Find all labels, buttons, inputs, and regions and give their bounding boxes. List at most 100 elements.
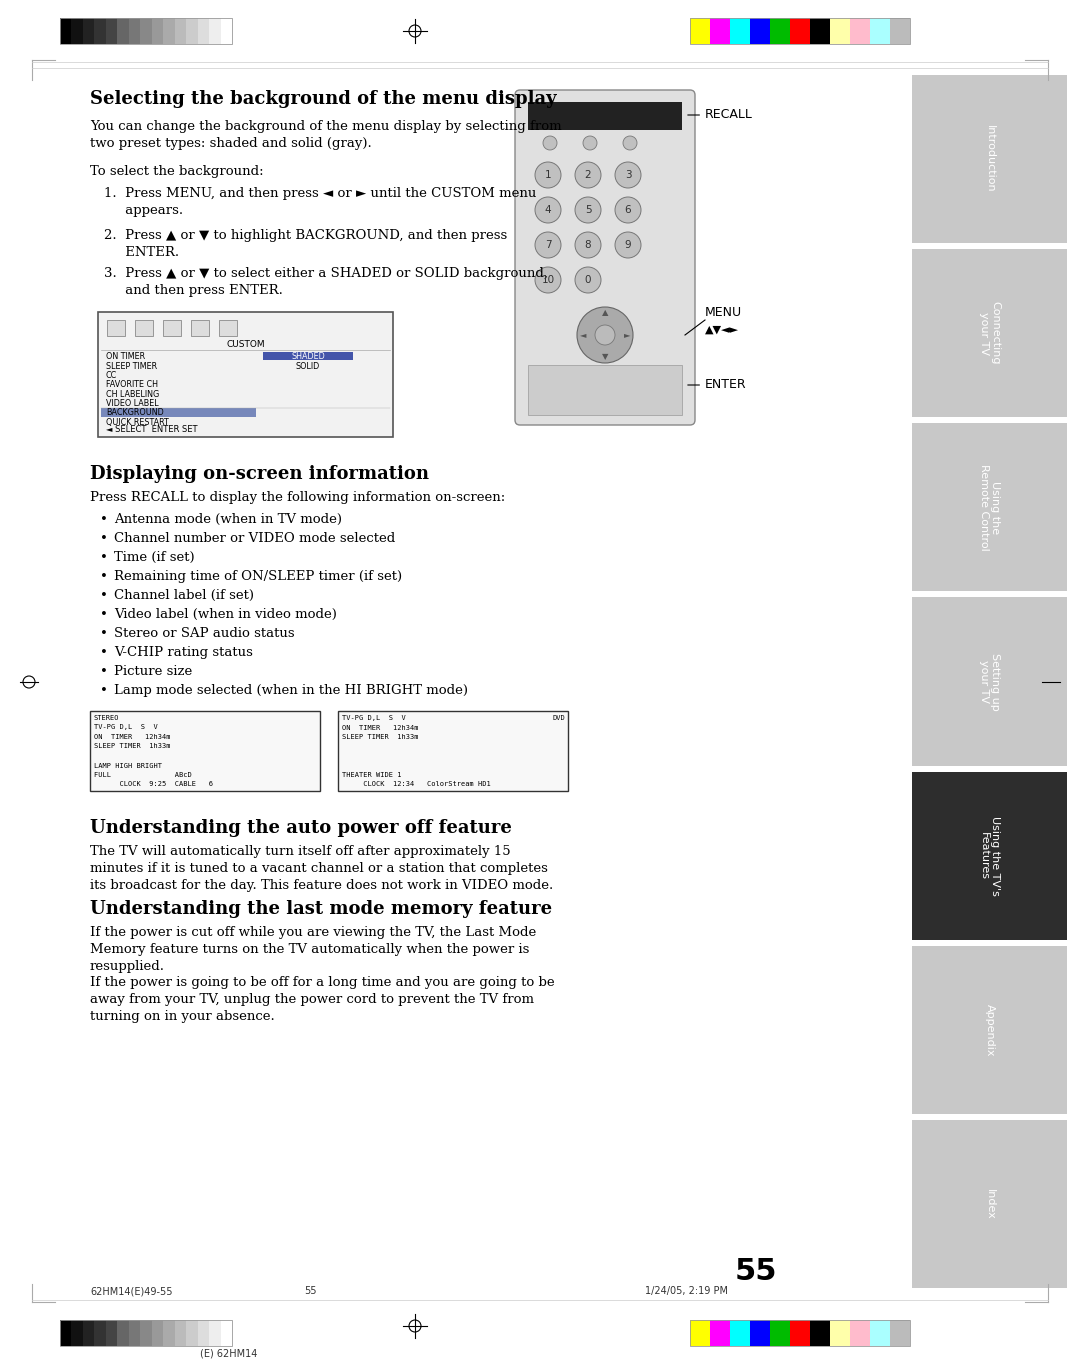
Text: Video label (when in video mode): Video label (when in video mode) <box>114 608 337 621</box>
Bar <box>750 18 770 44</box>
Bar <box>191 321 210 336</box>
Bar <box>220 1320 232 1346</box>
Text: 5: 5 <box>584 205 592 216</box>
Bar <box>198 1320 210 1346</box>
Bar <box>810 18 831 44</box>
Text: ▲▼◄►: ▲▼◄► <box>705 325 739 336</box>
Text: Time (if set): Time (if set) <box>114 551 194 563</box>
Text: 1: 1 <box>544 170 551 180</box>
Text: 3: 3 <box>624 170 632 180</box>
Bar <box>850 1320 870 1346</box>
Text: 0: 0 <box>584 276 591 285</box>
Circle shape <box>583 136 597 150</box>
Circle shape <box>535 267 561 293</box>
Bar <box>118 18 129 44</box>
Text: Using the TV's
Features: Using the TV's Features <box>978 816 1000 896</box>
Bar <box>338 711 568 791</box>
Text: 55: 55 <box>734 1258 778 1286</box>
Text: The TV will automatically turn itself off after approximately 15
minutes if it i: The TV will automatically turn itself of… <box>90 846 553 892</box>
Bar <box>789 18 810 44</box>
Bar <box>890 18 910 44</box>
Text: ►: ► <box>624 330 631 340</box>
Bar <box>135 321 153 336</box>
Text: ▲: ▲ <box>602 308 608 318</box>
Bar <box>83 18 94 44</box>
Text: CUSTOM: CUSTOM <box>226 340 265 349</box>
Text: •: • <box>100 608 108 621</box>
Circle shape <box>615 196 642 222</box>
Text: 10: 10 <box>541 276 554 285</box>
Bar <box>163 18 175 44</box>
Bar <box>912 945 1067 1114</box>
Text: •: • <box>100 551 108 563</box>
Text: •: • <box>100 627 108 640</box>
Text: •: • <box>100 513 108 527</box>
Bar <box>90 711 320 791</box>
Bar <box>210 1320 220 1346</box>
Text: ◄: ◄ <box>580 330 586 340</box>
Bar <box>528 366 681 415</box>
Bar <box>912 1120 1067 1288</box>
Bar <box>107 321 125 336</box>
Bar <box>831 18 850 44</box>
Text: Understanding the last mode memory feature: Understanding the last mode memory featu… <box>90 900 552 918</box>
Bar <box>219 321 237 336</box>
Bar <box>83 1320 94 1346</box>
Bar <box>106 1320 118 1346</box>
Bar <box>912 75 1067 243</box>
Bar <box>870 1320 890 1346</box>
Text: If the power is going to be off for a long time and you are going to be
away fro: If the power is going to be off for a lo… <box>90 977 555 1023</box>
Bar <box>151 18 163 44</box>
Circle shape <box>575 267 600 293</box>
Text: •: • <box>100 647 108 659</box>
Text: •: • <box>100 683 108 697</box>
Text: If the power is cut off while you are viewing the TV, the Last Mode
Memory featu: If the power is cut off while you are vi… <box>90 926 537 973</box>
Text: ON  TIMER   12h34m: ON TIMER 12h34m <box>94 734 171 741</box>
Bar <box>870 18 890 44</box>
Text: Remaining time of ON/SLEEP timer (if set): Remaining time of ON/SLEEP timer (if set… <box>114 570 402 582</box>
Bar <box>106 18 118 44</box>
Circle shape <box>575 162 600 188</box>
Bar <box>770 1320 789 1346</box>
Circle shape <box>615 232 642 258</box>
Bar <box>129 1320 140 1346</box>
Bar <box>690 18 710 44</box>
Text: Appendix: Appendix <box>985 1004 995 1056</box>
Text: SLEEP TIMER: SLEEP TIMER <box>106 361 157 371</box>
Text: FULL               ABcD: FULL ABcD <box>94 772 192 777</box>
Text: 1/24/05, 2:19 PM: 1/24/05, 2:19 PM <box>645 1286 728 1296</box>
Text: FAVORITE CH: FAVORITE CH <box>106 381 158 389</box>
Bar <box>94 1320 106 1346</box>
Bar <box>810 1320 831 1346</box>
Text: Index: Index <box>985 1188 995 1219</box>
Text: Using the
Remote Control: Using the Remote Control <box>978 464 1000 551</box>
Text: STEREO: STEREO <box>94 715 120 722</box>
Bar <box>750 1320 770 1346</box>
Bar <box>71 1320 83 1346</box>
Text: Lamp mode selected (when in the HI BRIGHT mode): Lamp mode selected (when in the HI BRIGH… <box>114 683 468 697</box>
Text: V-CHIP rating status: V-CHIP rating status <box>114 647 253 659</box>
Text: 2: 2 <box>584 170 592 180</box>
Text: •: • <box>100 532 108 546</box>
Bar <box>60 1320 232 1346</box>
Text: TV-PG D,L  S  V: TV-PG D,L S V <box>342 715 406 722</box>
Bar <box>912 250 1067 417</box>
Text: QUICK RESTART: QUICK RESTART <box>106 417 168 427</box>
Text: MENU: MENU <box>705 307 742 319</box>
Text: Setting up
your TV: Setting up your TV <box>978 652 1000 711</box>
Circle shape <box>580 381 600 400</box>
Bar <box>210 18 220 44</box>
Text: Stereo or SAP audio status: Stereo or SAP audio status <box>114 627 295 640</box>
Circle shape <box>575 232 600 258</box>
Bar <box>175 18 186 44</box>
Bar <box>98 312 393 436</box>
Circle shape <box>575 196 600 222</box>
Bar <box>264 352 353 360</box>
Text: ◄ SELECT  ENTER SET: ◄ SELECT ENTER SET <box>106 426 198 435</box>
Text: CLOCK  12:34   ColorStream HD1: CLOCK 12:34 ColorStream HD1 <box>342 782 490 787</box>
Bar <box>60 18 71 44</box>
Text: Press RECALL to display the following information on-screen:: Press RECALL to display the following in… <box>90 491 505 505</box>
Bar <box>690 1320 910 1346</box>
Bar <box>129 18 140 44</box>
Circle shape <box>543 136 557 150</box>
